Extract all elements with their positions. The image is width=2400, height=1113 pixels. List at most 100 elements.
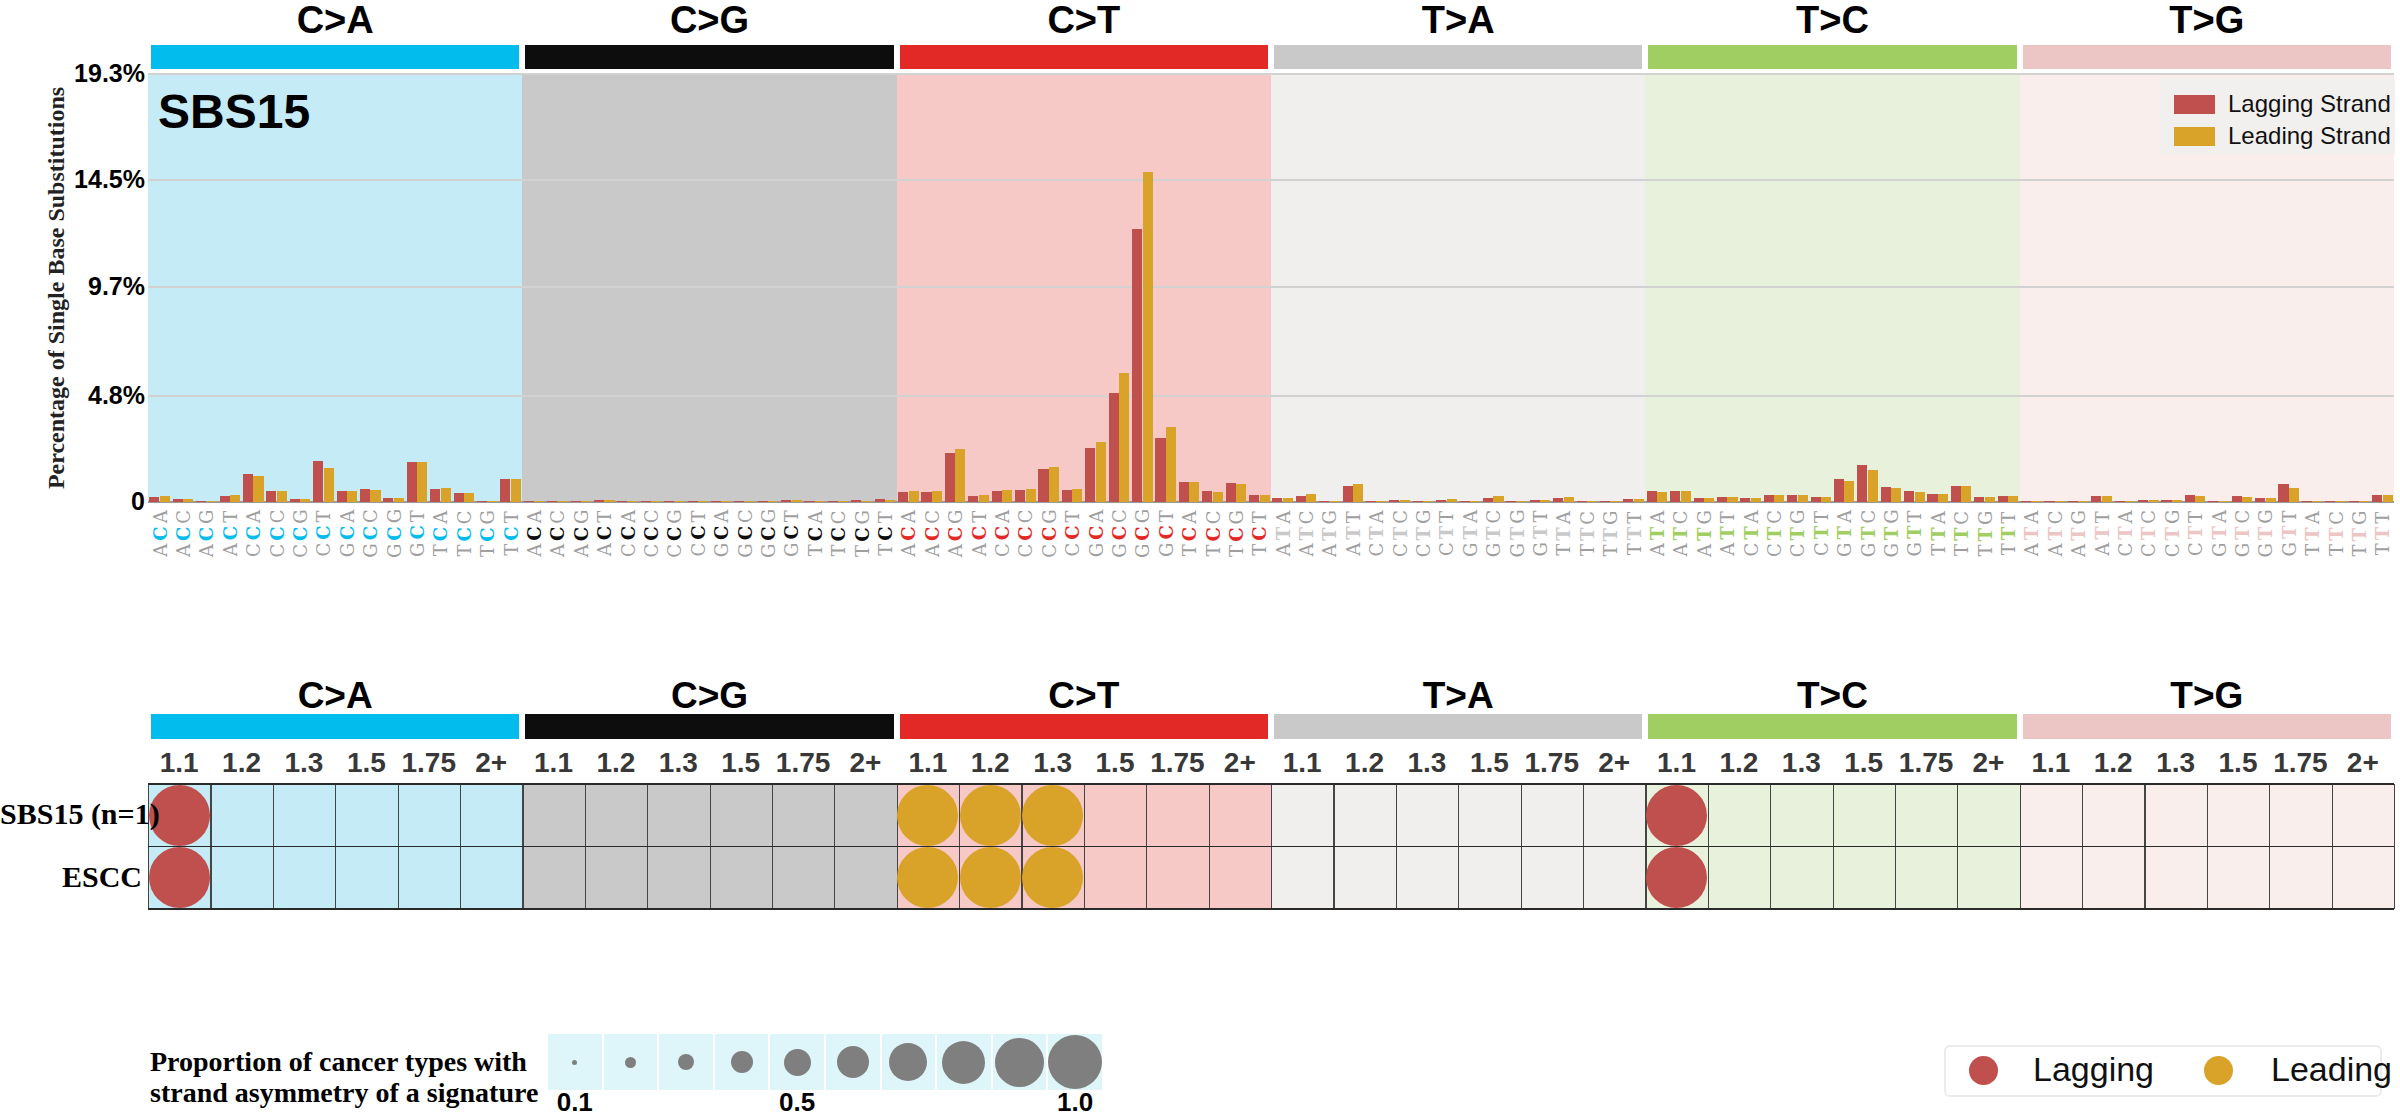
bar-lagging-T>C-GTT xyxy=(1904,491,1914,502)
bar-lagging-C>A-TCA xyxy=(430,489,440,502)
bar-lagging-C>A-TCT xyxy=(500,479,510,502)
bar-leading-C>T-ACA xyxy=(909,491,919,502)
bar-leading-C>G-TCT xyxy=(885,500,895,502)
dotplot-col-label: 1.5 xyxy=(710,748,772,778)
bar-leading-C>G-TCA xyxy=(815,501,825,502)
bar-leading-T>C-CTG xyxy=(1798,495,1808,502)
bar-leading-T>A-ATG xyxy=(1330,501,1340,502)
dotplot-col-label: 1.75 xyxy=(1895,748,1957,778)
bar-leading-T>C-ATA xyxy=(1657,492,1667,502)
dotplot-colorbar-1 xyxy=(525,714,893,739)
x-tick-label-C>T-ACG: ACG xyxy=(946,504,964,560)
x-tick-label-T>G-ATC: ATC xyxy=(2046,504,2064,560)
mutation-type-colorbar-3 xyxy=(1274,45,1642,69)
bar-leading-T>C-CTA xyxy=(1751,498,1761,502)
x-tick-label-C>A-CCG: CCG xyxy=(291,504,309,560)
bar-lagging-C>T-GCT xyxy=(1155,438,1165,502)
mutation-type-colorbar-1 xyxy=(525,45,893,69)
leading-swatch xyxy=(2174,127,2215,146)
x-tick-label-T>G-CTA: CTA xyxy=(2116,504,2134,560)
bar-leading-C>G-ACT xyxy=(604,500,614,502)
bar-lagging-C>T-GCA xyxy=(1085,448,1095,502)
dotplot-col-label: 1.5 xyxy=(2207,748,2269,778)
bar-lagging-T>A-CTA xyxy=(1366,501,1376,502)
bar-leading-C>A-CCA xyxy=(253,476,263,502)
bar-leading-C>G-GCG xyxy=(768,501,778,502)
bar-lagging-T>A-TTC xyxy=(1577,501,1587,502)
bar-lagging-C>T-TCG xyxy=(1226,483,1236,502)
x-tick-label-C>T-GCC: GCC xyxy=(1110,504,1128,560)
x-tick-label-C>T-CCC: CCC xyxy=(1016,504,1034,560)
bar-leading-T>A-GTC xyxy=(1493,496,1503,502)
dotplot-header-1: C>G xyxy=(522,678,896,714)
bar-lagging-T>G-GTG xyxy=(2255,498,2265,502)
bar-leading-C>G-ACA xyxy=(534,501,544,502)
x-tick-label-C>T-GCG: GCG xyxy=(1133,504,1151,560)
bar-leading-C>T-GCG xyxy=(1143,172,1153,502)
mutation-type-header-3: T>A xyxy=(1271,0,1645,40)
bar-lagging-C>G-TCT xyxy=(875,499,885,502)
bar-leading-C>T-ACC xyxy=(932,491,942,502)
bar-lagging-T>C-TTC xyxy=(1951,486,1961,502)
bar-leading-T>A-CTA xyxy=(1376,501,1386,502)
bar-leading-C>G-CCT xyxy=(698,501,708,502)
bar-leading-T>G-TTG xyxy=(2359,501,2369,502)
bar-leading-T>A-GTG xyxy=(1517,501,1527,502)
x-tick-label-T>C-CTC: CTC xyxy=(1765,504,1783,560)
bar-lagging-T>C-CTC xyxy=(1764,495,1774,502)
panel-background-2 xyxy=(897,74,1271,502)
bar-leading-T>G-ATT xyxy=(2102,496,2112,502)
y-tick-label: 9.7% xyxy=(0,272,145,301)
x-tick-label-T>C-CTT: CTT xyxy=(1812,504,1830,560)
bar-lagging-C>T-ACG xyxy=(945,453,955,502)
x-tick-label-C>G-TCA: TCA xyxy=(806,504,824,560)
bar-leading-T>C-GTC xyxy=(1868,470,1878,502)
bar-lagging-C>G-CCG xyxy=(664,501,674,502)
dotplot-header-3: T>A xyxy=(1271,678,1645,714)
dotplot-col-label: 1.2 xyxy=(585,748,647,778)
bar-lagging-C>G-CCA xyxy=(617,501,627,502)
bar-lagging-T>C-GTG xyxy=(1881,487,1891,502)
bar-lagging-C>G-GCT xyxy=(781,500,791,502)
bar-lagging-C>T-ACC xyxy=(921,492,931,502)
bar-leading-C>A-TCA xyxy=(441,488,451,502)
bar-leading-C>G-TCG xyxy=(862,501,872,502)
bar-leading-C>T-TCG xyxy=(1236,484,1246,502)
bar-lagging-C>T-ACA xyxy=(898,492,908,502)
bar-lagging-T>A-ATC xyxy=(1296,496,1306,502)
lagging-label: Lagging xyxy=(2033,1050,2154,1089)
x-tick-label-C>G-GCA: GCA xyxy=(712,504,730,560)
dotplot-col-label: 1.3 xyxy=(273,748,335,778)
x-tick-label-C>G-ACT: ACT xyxy=(595,504,613,560)
x-tick-label-C>G-CCG: CCG xyxy=(665,504,683,560)
bar-lagging-C>G-TCA xyxy=(804,501,814,502)
size-legend-bubble-0.4 xyxy=(731,1051,753,1073)
dotplot-colorbar-3 xyxy=(1274,714,1642,739)
bar-lagging-T>C-CTG xyxy=(1787,495,1797,502)
bar-leading-C>A-ACC xyxy=(183,499,193,502)
bar-lagging-C>A-TCG xyxy=(477,501,487,502)
dotplot-col-label: 1.5 xyxy=(1458,748,1520,778)
mutation-type-colorbar-0 xyxy=(151,45,519,69)
bar-lagging-T>A-TTG xyxy=(1600,501,1610,502)
dotplot-header-5: T>G xyxy=(2020,678,2394,714)
size-legend-bubble-0.3 xyxy=(678,1054,694,1070)
bar-leading-C>A-CCT xyxy=(324,468,334,502)
x-tick-label-C>A-TCA: TCA xyxy=(431,504,449,560)
mutation-type-header-4: T>C xyxy=(1645,0,2019,40)
bar-leading-C>A-CCC xyxy=(277,491,287,502)
x-tick-label-T>A-GTT: GTT xyxy=(1531,504,1549,560)
gridline-9.7% xyxy=(148,286,2394,288)
dotplot-col-label: 1.3 xyxy=(2144,748,2206,778)
x-tick-label-C>A-TCC: TCC xyxy=(455,504,473,560)
x-tick-label-T>A-CTT: CTT xyxy=(1437,504,1455,560)
dotplot-circle-C>T-1.3-0 xyxy=(1022,785,1083,846)
dotplot-circle-T>C-1.1-0 xyxy=(1646,785,1707,846)
dotplot-col-label: 1.3 xyxy=(647,748,709,778)
mutation-type-colorbar-4 xyxy=(1648,45,2016,69)
dotplot-col-label: 1.3 xyxy=(1396,748,1458,778)
dotplot-col-label: 1.1 xyxy=(522,748,584,778)
x-tick-label-T>G-CTT: CTT xyxy=(2186,504,2204,560)
dotplot-colorbar-5 xyxy=(2023,714,2391,739)
bar-leading-T>C-TTC xyxy=(1961,486,1971,502)
